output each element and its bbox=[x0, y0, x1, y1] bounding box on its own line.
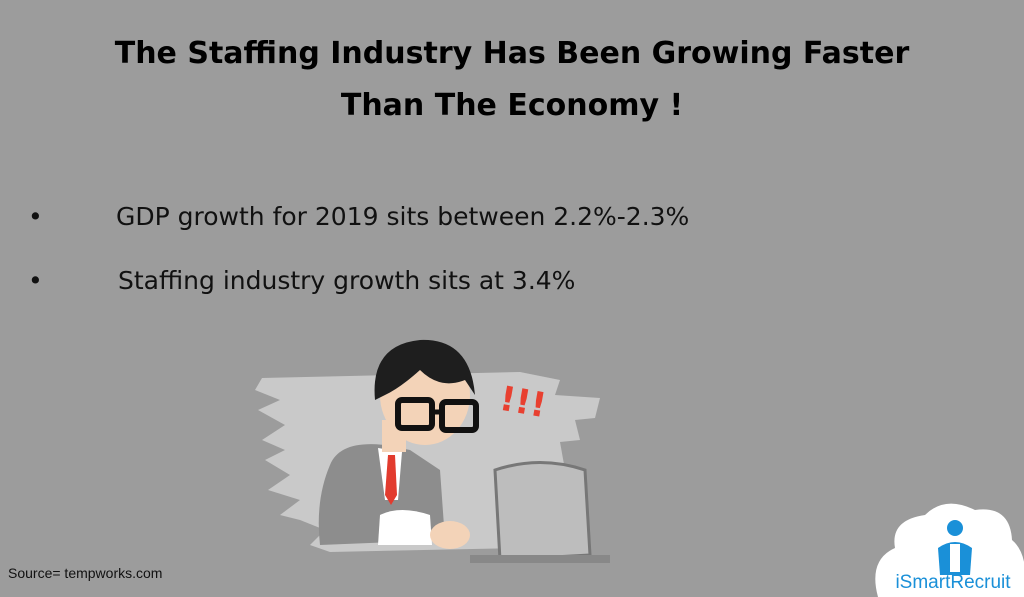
logo-text: iSmartRecruit bbox=[895, 572, 1011, 593]
bullet-dot: • bbox=[28, 202, 43, 231]
bullet-dot: • bbox=[28, 266, 43, 295]
logo: iSmartRecruit bbox=[875, 503, 1024, 597]
exclamation: !!! bbox=[497, 379, 550, 426]
source: Source= tempworks.com bbox=[8, 565, 163, 581]
title-line: The Staffing Industry Has Been Growing F… bbox=[114, 36, 910, 71]
monitor bbox=[470, 461, 610, 563]
title-line: Than The Economy ! bbox=[340, 88, 684, 123]
person bbox=[318, 339, 479, 549]
title: The Staffing Industry Has Been Growing F… bbox=[0, 28, 1024, 132]
bullet-text: Staffing industry growth sits at 3.4% bbox=[118, 266, 576, 295]
bullet-text: GDP growth for 2019 sits between 2.2%-2.… bbox=[116, 202, 690, 231]
